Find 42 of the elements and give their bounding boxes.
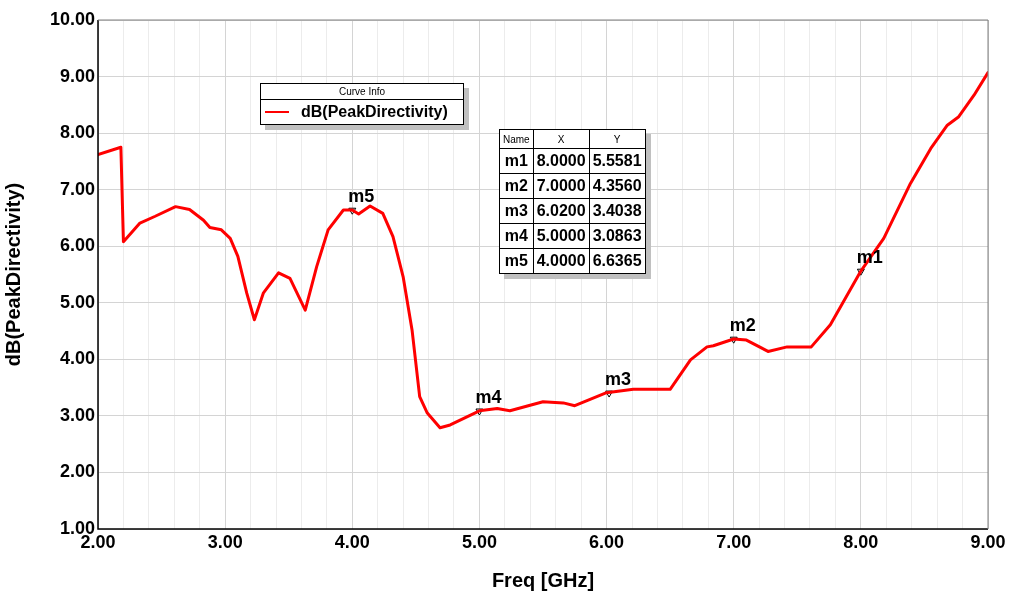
x-tick-label: 6.00 [589, 531, 625, 552]
x-tick-label: 7.00 [716, 531, 752, 552]
annotation: m1 [499, 148, 534, 174]
x-tick-label: 9.00 [970, 531, 1006, 552]
annotation: 4.3560 [589, 173, 646, 199]
annotation: 5.5581 [589, 148, 646, 174]
x-tick-label: 4.00 [334, 531, 370, 552]
x-tick-label: 5.00 [461, 531, 497, 552]
data-label: m2 [729, 315, 756, 336]
data-label: m4 [475, 386, 502, 407]
y-axis-title: dB(PeakDirectivity) [1, 182, 24, 367]
annotation: m3 [499, 198, 534, 224]
legend-label: dB(PeakDirectivity) [301, 103, 448, 121]
annotation: 3.0863 [589, 223, 646, 249]
y-tick-label: 4.00 [59, 348, 95, 369]
annotation: X [533, 129, 590, 149]
annotation: 7.0000 [533, 173, 590, 199]
y-tick-label: 9.00 [59, 65, 95, 86]
annotation: 6.0200 [533, 198, 590, 224]
data-label: m3 [605, 369, 632, 390]
annotation: 8.0000 [533, 148, 590, 174]
annotation: m2 [499, 173, 534, 199]
y-tick-label: 5.00 [59, 291, 95, 312]
x-axis-title: Freq [GHz] [491, 568, 595, 591]
y-tick-label: 2.00 [59, 461, 95, 482]
annotation: m4 [499, 223, 534, 249]
y-tick-label: 8.00 [59, 122, 95, 143]
x-tick-label: 8.00 [843, 531, 879, 552]
annotation: 3.4038 [589, 198, 646, 224]
annotation: 6.6365 [589, 248, 646, 274]
y-tick-label: 7.00 [59, 178, 95, 199]
legend-title: Curve Info [261, 84, 463, 100]
y-tick-label: 3.00 [59, 404, 95, 425]
annotation: 4.0000 [533, 248, 590, 274]
data-label: m5 [348, 186, 375, 207]
y-tick-label: 6.00 [59, 235, 95, 256]
annotation: m5 [499, 248, 534, 274]
annotation: Y [589, 129, 646, 149]
annotation: 5.0000 [533, 223, 590, 249]
x-tick-label: 3.00 [207, 531, 243, 552]
y-tick-label: 10.00 [49, 8, 95, 29]
annotation: Name [499, 129, 534, 149]
